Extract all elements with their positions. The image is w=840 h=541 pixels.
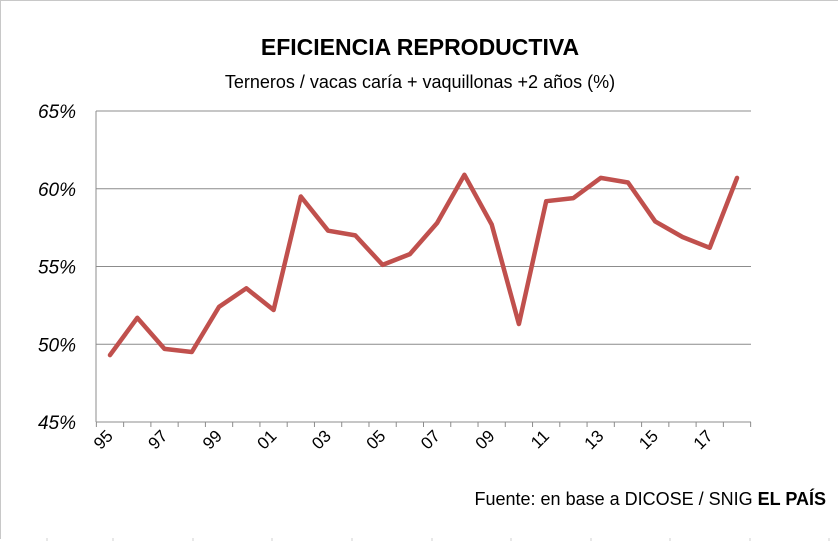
source-text: Fuente: en base a DICOSE / SNIG — [474, 489, 758, 509]
y-tick-labels: 45% 50% 55% 60% 65% — [38, 102, 76, 434]
x-tick-label: 17 — [690, 426, 717, 453]
chart-title: EFICIENCIA REPRODUCTIVA — [260, 34, 580, 60]
x-tick-label: 99 — [199, 426, 226, 453]
x-tick-label: 09 — [472, 426, 499, 453]
chart-subtitle: Terneros / vacas caría + vaquillonas +2 … — [224, 72, 616, 92]
x-tick-label: 01 — [254, 426, 281, 453]
y-tick-label: 60% — [38, 180, 76, 201]
y-tick-label: 65% — [38, 102, 76, 123]
source-note: Fuente: en base a DICOSE / SNIG EL PAÍS — [475, 489, 827, 510]
x-tick-label: 05 — [363, 426, 390, 453]
y-tick-label: 55% — [38, 258, 76, 279]
x-tick-label: 03 — [308, 426, 335, 453]
axes — [95, 111, 752, 427]
x-tick-label: 07 — [417, 426, 444, 453]
x-tick-label: 11 — [527, 426, 553, 452]
x-tick-label: 95 — [90, 426, 117, 453]
series-layer — [107, 172, 740, 358]
gridlines — [96, 110, 751, 345]
x-tick-labels: 95 97 99 01 03 05 07 09 11 13 15 17 — [90, 426, 717, 453]
x-tick-label: 15 — [635, 426, 662, 453]
x-tick-label: 97 — [145, 426, 172, 453]
x-tick-label: 13 — [581, 426, 608, 453]
source-brand: EL PAÍS — [757, 489, 826, 509]
y-tick-label: 50% — [38, 335, 76, 356]
y-tick-label: 45% — [38, 413, 76, 434]
series-line-0 — [107, 172, 740, 358]
